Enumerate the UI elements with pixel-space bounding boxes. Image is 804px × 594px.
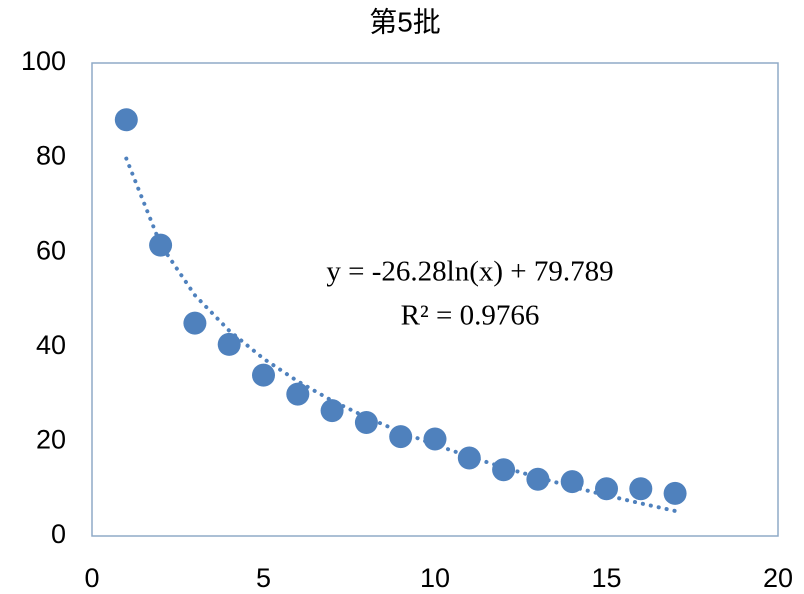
x-tick-label: 15 bbox=[591, 563, 621, 593]
y-tick-label: 80 bbox=[36, 141, 66, 171]
point bbox=[217, 332, 241, 356]
point bbox=[183, 311, 207, 335]
y-tick-label: 20 bbox=[36, 425, 66, 455]
y-tick-label: 0 bbox=[51, 519, 66, 549]
y-tick-label: 100 bbox=[21, 46, 66, 76]
point bbox=[149, 233, 173, 257]
point bbox=[560, 470, 584, 494]
chart-title: 第5批 bbox=[369, 6, 441, 37]
point bbox=[663, 481, 687, 505]
trendline bbox=[124, 156, 678, 513]
point bbox=[526, 467, 550, 491]
point bbox=[492, 458, 516, 482]
point bbox=[114, 108, 138, 132]
point bbox=[354, 410, 378, 434]
x-tick-label: 5 bbox=[256, 563, 271, 593]
r-squared: R² = 0.9766 bbox=[401, 300, 540, 332]
trend-equation: y = -26.28ln(x) + 79.789 bbox=[326, 256, 613, 288]
y-tick-label: 40 bbox=[36, 330, 66, 360]
point bbox=[423, 427, 447, 451]
point bbox=[457, 446, 481, 470]
point bbox=[629, 477, 653, 501]
point bbox=[286, 382, 310, 406]
point bbox=[389, 425, 413, 449]
x-tick-label: 20 bbox=[763, 563, 793, 593]
point bbox=[320, 399, 344, 423]
point bbox=[595, 477, 618, 501]
x-tick-label: 10 bbox=[420, 563, 450, 593]
x-tick-label: 0 bbox=[84, 563, 99, 593]
y-tick-label: 60 bbox=[36, 235, 66, 265]
point bbox=[252, 363, 275, 387]
plot-area bbox=[91, 62, 779, 537]
